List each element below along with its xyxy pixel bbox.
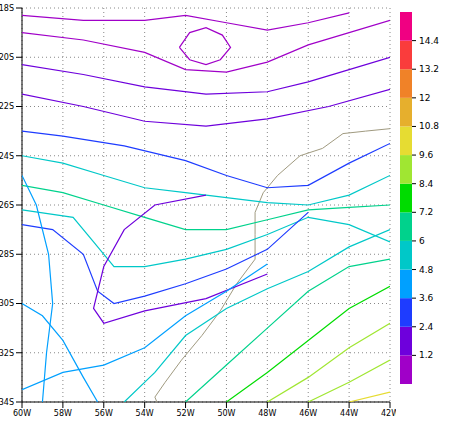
svg-text:30S: 30S — [8, 299, 14, 308]
svg-text:13.2: 13.2 — [419, 64, 439, 74]
svg-text:44W: 44W — [340, 409, 358, 418]
svg-text:14.4: 14.4 — [419, 36, 439, 46]
svg-text:58W: 58W — [54, 409, 72, 418]
svg-text:48W: 48W — [258, 409, 276, 418]
svg-text:28S: 28S — [8, 250, 14, 259]
svg-text:24S: 24S — [8, 152, 14, 161]
svg-text:6: 6 — [419, 236, 425, 246]
svg-text:12: 12 — [419, 93, 430, 103]
svg-text:46W: 46W — [299, 409, 317, 418]
svg-text:22S: 22S — [8, 102, 14, 111]
svg-text:8.4: 8.4 — [419, 179, 434, 189]
svg-text:32S: 32S — [8, 349, 14, 358]
svg-text:4.8: 4.8 — [419, 265, 434, 275]
svg-text:9.6: 9.6 — [419, 150, 434, 160]
svg-text:2.4: 2.4 — [419, 322, 434, 332]
svg-text:26S: 26S — [8, 201, 14, 210]
svg-text:1.2: 1.2 — [419, 350, 433, 360]
svg-text:50W: 50W — [217, 409, 235, 418]
svg-text:56W: 56W — [95, 409, 113, 418]
svg-text:3.6: 3.6 — [419, 293, 434, 303]
svg-text:60W: 60W — [13, 409, 31, 418]
svg-text:54W: 54W — [136, 409, 154, 418]
svg-text:42W: 42W — [381, 409, 396, 418]
svg-text:7.2: 7.2 — [419, 207, 433, 217]
svg-text:20S: 20S — [8, 53, 14, 62]
svg-text:18S: 18S — [8, 4, 14, 13]
svg-text:10.8: 10.8 — [419, 121, 439, 131]
svg-text:34S: 34S — [8, 398, 14, 407]
svg-text:52W: 52W — [177, 409, 195, 418]
